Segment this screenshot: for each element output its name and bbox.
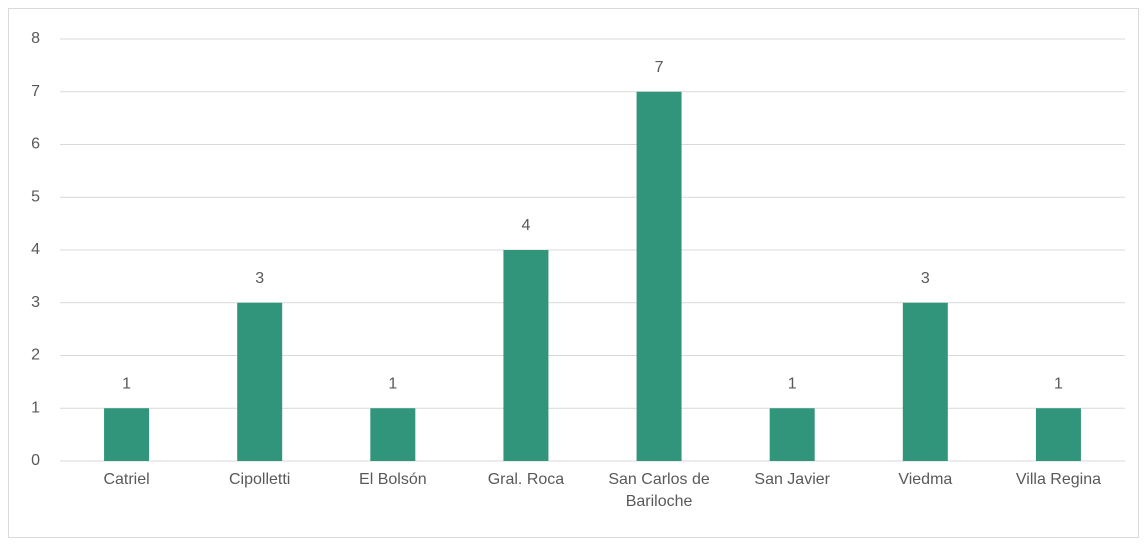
x-tick-label: Cipolletti — [229, 471, 291, 488]
x-tick-label: San Carlos de Bariloche — [608, 471, 710, 510]
x-tick-label-box: San Javier — [754, 471, 830, 488]
data-label: 1 — [788, 375, 797, 392]
data-label: 1 — [1054, 375, 1063, 392]
x-tick-label-box: Villa Regina — [1015, 471, 1101, 488]
x-tick-label: Viedma — [898, 471, 953, 488]
bar — [636, 91, 682, 461]
chart-border — [8, 8, 1139, 538]
data-label: 4 — [521, 217, 530, 234]
bar — [237, 302, 283, 461]
y-tick-label: 6 — [31, 136, 40, 153]
bar — [1035, 408, 1081, 461]
x-tick-label-box: El Bolsón — [359, 471, 427, 488]
bar — [370, 408, 416, 461]
y-tick-label: 8 — [31, 30, 40, 47]
x-tick-label: San Javier — [754, 471, 830, 488]
y-tick-label: 7 — [31, 83, 40, 100]
x-tick-label: Villa Regina — [1015, 471, 1101, 488]
data-label: 7 — [655, 59, 664, 76]
bar — [104, 408, 150, 461]
y-tick-label: 0 — [31, 452, 40, 469]
y-tick-label: 5 — [31, 188, 40, 205]
x-tick-label-box: Catriel — [103, 471, 150, 488]
data-label: 1 — [122, 375, 131, 392]
x-tick-label-box: Gral. Roca — [487, 471, 565, 488]
x-tick-label: Gral. Roca — [487, 471, 565, 488]
y-tick-label: 3 — [31, 294, 40, 311]
bar — [503, 250, 549, 461]
x-tick-label-box: Cipolletti — [229, 471, 291, 488]
x-tick-label-box: Viedma — [898, 471, 953, 488]
bar — [902, 302, 948, 461]
data-label: 3 — [921, 270, 930, 287]
x-tick-label-box: San Carlos de Bariloche — [608, 471, 710, 510]
data-label: 1 — [388, 375, 397, 392]
y-tick-label: 1 — [31, 399, 40, 416]
data-label: 3 — [255, 270, 264, 287]
x-tick-label: Catriel — [103, 471, 150, 488]
x-tick-label: El Bolsón — [359, 471, 427, 488]
y-tick-label: 2 — [31, 347, 40, 364]
y-tick-label: 4 — [31, 241, 40, 258]
bar — [769, 408, 815, 461]
